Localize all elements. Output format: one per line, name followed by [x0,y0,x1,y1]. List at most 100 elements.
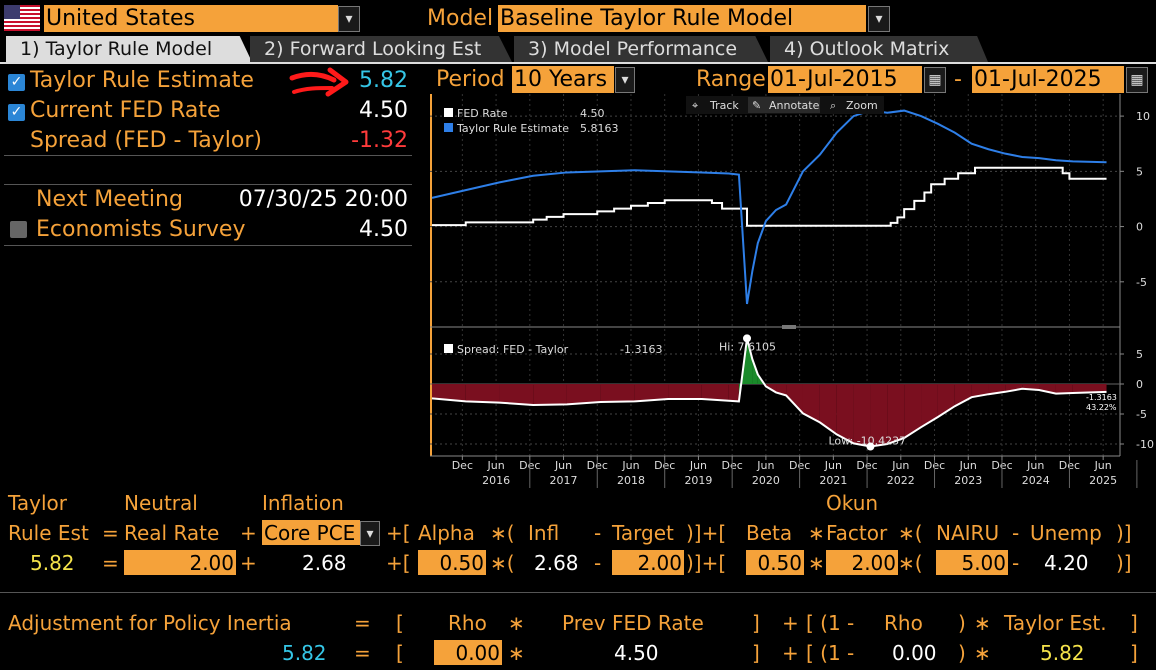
checkbox-checked-icon[interactable]: ✓ [8,73,25,91]
unemp-value: 4.20 [1044,551,1089,575]
next-meeting-label: Next Meeting [36,187,183,212]
spread-area-segment [904,384,922,438]
nairu-input[interactable]: 5.00 [936,550,1008,575]
eq-header-neutral: Neutral [124,491,198,515]
annotate-button-bg [748,97,820,113]
inertia-mul: ∗ [508,641,525,665]
alpha-input[interactable]: 0.50 [418,550,486,575]
y-tick-label: 10 [1136,110,1150,123]
range-separator: - [954,67,962,92]
period-dropdown-arrow[interactable]: ▾ [615,67,635,93]
x-tick-label: Jun [891,459,909,472]
tab-taylor-rule-model[interactable]: 1) Taylor Rule Model [6,36,252,62]
main-grid [430,115,1120,283]
model-dropdown-arrow[interactable]: ▾ [868,6,890,32]
spread-end-label: -1.3163 [1086,393,1117,402]
x-year-label: 2023 [954,474,982,487]
legend-fed-last: 4.50 [580,107,605,120]
tab-outlook-matrix[interactable]: 4) Outlook Matrix [770,36,988,62]
tab-label: Outlook Matrix [809,38,950,60]
range-end-input[interactable]: 01-Jul-2025 [972,66,1124,93]
taylor-estimate-label: Taylor Rule Estimate [30,68,254,93]
eq-plus: + [240,551,257,575]
checkbox-unchecked-icon[interactable] [10,221,27,238]
inertia-bracket: ] [1130,641,1138,665]
x-tick-label: Jun [486,459,504,472]
flag-icon [4,5,40,31]
beta-input[interactable]: 0.50 [746,550,804,575]
inertia-bracket: [ [396,611,404,635]
country-select[interactable]: United States [44,5,338,32]
okun-factor-input[interactable]: 2.00 [826,550,898,575]
annotation-arrow-icon [288,66,352,106]
survey-checkbox-row [10,221,27,242]
inertia-one-minus: [ (1 - [806,611,855,635]
x-tick-label: Jun [1026,459,1044,472]
country-dropdown-arrow[interactable]: ▾ [338,6,360,32]
eq-rule-est: Rule Est [8,521,89,545]
tab-forward-looking-est[interactable]: 2) Forward Looking Est [250,36,512,62]
legend-spread-swatch [444,344,453,353]
target-input[interactable]: 2.00 [612,550,684,575]
calendar-icon[interactable]: ▦ [1126,67,1148,93]
spread-area-segment [1055,384,1073,394]
eq-mul: ∗( [898,521,923,545]
calendar-icon[interactable]: ▦ [924,67,946,93]
tab-number: 2) [264,38,284,60]
spread-area-segment [465,384,500,403]
y-tick-label: -5 [1136,276,1147,289]
spread-area-segment [853,384,871,447]
annotate-button[interactable]: Annotate [769,99,820,112]
eq-plus: + [240,521,257,545]
x-tick-label: Jun [959,459,977,472]
rho-input[interactable]: 0.00 [434,640,502,665]
track-button[interactable]: Track [709,99,739,112]
eq-mul: ∗ [808,551,825,575]
inertia-bracket: ] [752,611,760,635]
neutral-rate-input[interactable]: 2.00 [124,550,236,575]
fed-rate-value: 4.50 [359,98,408,123]
summary-panel: ✓ Taylor Rule Estimate 5.82 ✓ Current FE… [4,65,412,156]
eq-minus: - [1012,521,1020,545]
tab-model-performance[interactable]: 3) Model Performance [514,36,768,62]
period-select[interactable]: 10 Years [512,66,614,93]
inertia-plus: + [782,611,799,635]
eq-minus: - [594,521,602,545]
eq-header-okun: Okun [826,491,879,515]
spread-area-segment [499,384,534,405]
inflation-dropdown-arrow[interactable]: ▾ [360,521,380,546]
eq-mul: ∗ [808,521,825,545]
spread-y-tick-label: -5 [1136,408,1147,421]
rho-value: 0.00 [892,641,937,665]
x-tick-label: Jun [554,459,572,472]
model-label: Model [427,6,494,31]
spread-area-segment [1005,384,1023,392]
spread-area-segment [634,384,669,402]
chart-toolbar: ⌖ Track ✎ Annotate ⌕ Zoom [686,96,884,114]
pane-splitter-handle [782,325,796,329]
checkbox-checked-icon[interactable]: ✓ [8,103,25,121]
x-ticks: Dec Jun Dec Jun Dec Jun Dec Jun Dec Jun Dec Jun Dec J… [452,456,1138,488]
zoom-button[interactable]: Zoom [846,99,878,112]
spread-area-segment [432,384,466,402]
inflation-measure-select[interactable]: Core PCE [262,520,360,545]
spread-area-segment [566,384,601,405]
eq-minus: - [1012,551,1020,575]
spread-area-segment [1039,384,1056,394]
spread-area-segment [1072,384,1107,393]
x-tick-label: Jun [824,459,842,472]
economists-survey-value: 4.50 [359,217,408,242]
legend-taylor-swatch [444,123,453,132]
prev-fed-value: 4.50 [614,641,659,665]
zoom-icon: ⌕ [830,99,836,112]
model-select[interactable]: Baseline Taylor Rule Model [498,5,866,32]
section-divider [0,592,1156,593]
eq-result-value: 5.82 [30,551,75,575]
spread-area-segment [701,384,729,401]
eq-close-bracket: )] [1116,521,1132,545]
chart-area[interactable]: 10 5 0 -5 5 0 -5 -10 Dec Jun Dec Jun Dec Jun Dec Jun De… [430,94,1156,490]
spread-y-tick-label: 5 [1136,348,1143,361]
range-start-input[interactable]: 01-Jul-2015 [768,66,922,93]
inertia-taylor-est: Taylor Est. [1004,611,1107,635]
